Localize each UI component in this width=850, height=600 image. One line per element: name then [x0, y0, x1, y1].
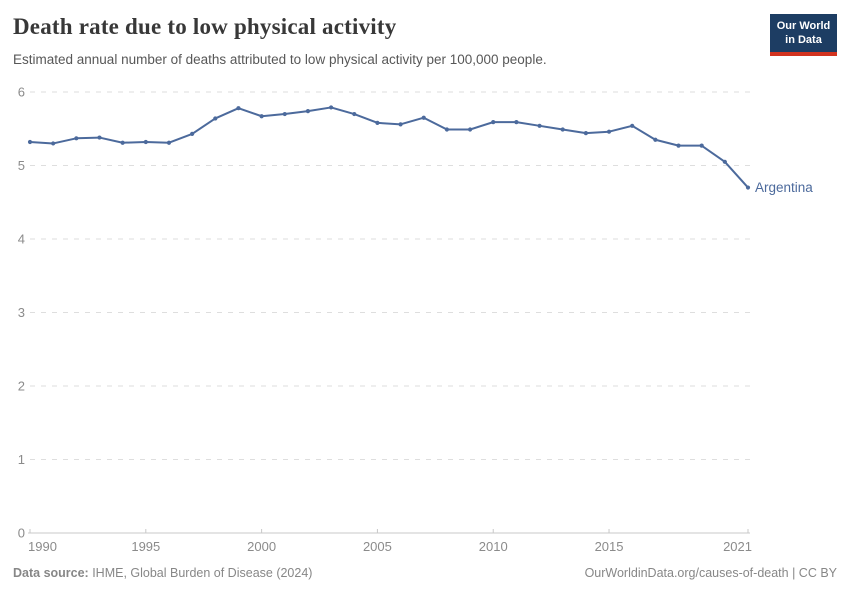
- data-point-2000[interactable]: [259, 114, 264, 119]
- data-point-2021[interactable]: [745, 185, 751, 190]
- data-point-2007[interactable]: [421, 115, 426, 120]
- y-tick-label-2: 2: [18, 379, 25, 394]
- data-point-2001[interactable]: [282, 111, 287, 117]
- x-tick-label-2015: 2015: [595, 539, 624, 554]
- data-point-2008[interactable]: [444, 127, 450, 132]
- data-point-1995[interactable]: [143, 139, 148, 145]
- data-point-2003[interactable]: [328, 105, 334, 110]
- data-point-1999[interactable]: [236, 106, 241, 111]
- data-point-2012[interactable]: [537, 123, 542, 128]
- data-point-2018[interactable]: [676, 143, 681, 148]
- data-point-1993[interactable]: [97, 135, 102, 140]
- data-source-label: Data source:: [13, 566, 89, 580]
- x-tick-label-1995: 1995: [131, 539, 160, 554]
- data-point-1991[interactable]: [51, 141, 56, 146]
- data-point-1996[interactable]: [166, 140, 172, 145]
- y-tick-label-1: 1: [18, 452, 25, 467]
- x-tick-label-2021: 2021: [723, 539, 752, 554]
- data-point-1994[interactable]: [120, 140, 125, 145]
- data-point-2005[interactable]: [375, 120, 380, 125]
- x-tick-label-2010: 2010: [479, 539, 508, 554]
- data-point-2009[interactable]: [467, 127, 473, 132]
- series-label-argentina[interactable]: Argentina: [755, 180, 813, 195]
- data-point-2016[interactable]: [630, 123, 635, 128]
- footer-link[interactable]: OurWorldinData.org/causes-of-death | CC …: [584, 566, 837, 580]
- y-tick-label-3: 3: [18, 305, 25, 320]
- data-point-2013[interactable]: [560, 127, 565, 132]
- data-point-2004[interactable]: [352, 111, 357, 117]
- owid-logo-line2: in Data: [785, 33, 822, 46]
- data-point-2011[interactable]: [514, 120, 519, 125]
- data-source: Data source: IHME, Global Burden of Dise…: [13, 566, 312, 580]
- data-point-2017[interactable]: [653, 137, 658, 142]
- chart-footer: Data source: IHME, Global Burden of Dise…: [13, 566, 837, 580]
- data-point-2020[interactable]: [722, 159, 727, 164]
- y-tick-label-6: 6: [18, 85, 25, 100]
- data-point-2010[interactable]: [491, 120, 496, 125]
- data-point-1998[interactable]: [213, 116, 218, 121]
- data-point-2006[interactable]: [398, 122, 403, 127]
- owid-logo-line1: Our World: [776, 20, 831, 32]
- data-point-2014[interactable]: [583, 131, 588, 136]
- y-tick-label-0: 0: [18, 526, 25, 541]
- data-point-1997[interactable]: [190, 131, 195, 136]
- chart-subtitle: Estimated annual number of deaths attrib…: [13, 52, 547, 67]
- x-tick-label-2000: 2000: [247, 539, 276, 554]
- data-point-2015[interactable]: [606, 129, 612, 134]
- data-source-text: IHME, Global Burden of Disease (2024): [88, 566, 313, 580]
- y-tick-label-4: 4: [18, 232, 25, 247]
- data-point-2002[interactable]: [305, 109, 311, 114]
- data-point-1990[interactable]: [27, 139, 33, 145]
- data-point-2019[interactable]: [699, 143, 704, 148]
- data-point-1992[interactable]: [74, 136, 79, 141]
- owid-logo[interactable]: Our World in Data: [770, 14, 837, 56]
- series-line-argentina[interactable]: [29, 106, 749, 189]
- x-tick-label-1990: 1990: [28, 539, 57, 554]
- x-tick-label-2005: 2005: [363, 539, 392, 554]
- y-tick-label-5: 5: [18, 158, 25, 173]
- page-title: Death rate due to low physical activity: [13, 14, 397, 39]
